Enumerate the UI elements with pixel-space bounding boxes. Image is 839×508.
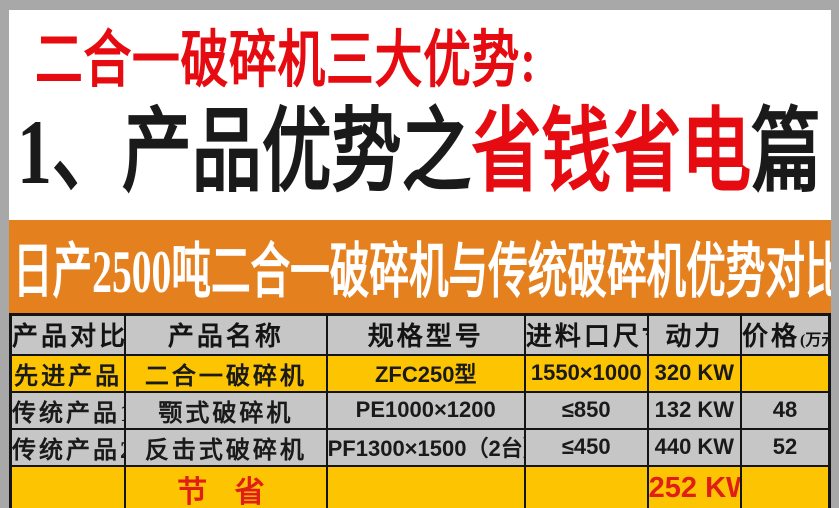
table-row-traditional-product-1: 传统产品1 颚式破碎机 PE1000×1200 ≤850 132 KW 48	[9, 390, 831, 430]
cell-price	[740, 353, 831, 393]
cell-price: 52	[740, 427, 831, 467]
cell-power: 440 KW	[646, 427, 743, 467]
header-model: 规格型号	[325, 313, 526, 356]
cell-product-name: 反击式破碎机	[124, 427, 328, 467]
poster-content-area: 二合一破碎机三大优势: 1、产品优势之省钱省电篇 日产2500吨二合一破碎机与传…	[9, 10, 831, 508]
cell-category: 传统产品2	[9, 427, 127, 467]
table-row-advanced-product: 先进产品 二合一破碎机 ZFC250型 1550×1000 320 KW	[9, 353, 831, 393]
cell-model: ZFC250型	[325, 353, 526, 393]
comparison-banner: 日产2500吨二合一破碎机与传统破碎机优势对比	[9, 220, 831, 313]
headline-highlight-save-money-power: 省钱省电	[471, 101, 752, 203]
cell-power: 132 KW	[646, 390, 743, 430]
cell-product-name: 二合一破碎机	[124, 353, 328, 393]
cell-savings-power: 252 KW	[646, 464, 743, 508]
header-power: 动力	[646, 313, 743, 356]
table-header-row: 产品对比 产品名称 规格型号 进料口尺寸 动力 价格(万元)	[9, 313, 831, 356]
header-feed-opening: 进料口尺寸	[523, 313, 649, 356]
headline-main: 1、产品优势之省钱省电篇	[17, 102, 821, 202]
cell-power: 320 KW	[646, 353, 743, 393]
headline-prefix: 1、产品优势之	[17, 101, 472, 203]
cell-feed-opening: ≤450	[523, 427, 649, 467]
header-price-unit: (万元)	[800, 332, 827, 350]
cell-category	[9, 464, 127, 508]
cell-category: 先进产品	[9, 353, 127, 393]
headline-three-advantages: 二合一破碎机三大优势:	[35, 27, 537, 95]
header-price-label: 价格	[742, 322, 801, 352]
comparison-table: 产品对比 产品名称 规格型号 进料口尺寸 动力 价格(万元) 先进产品 二合一破…	[9, 313, 831, 508]
cell-price	[740, 464, 831, 508]
cell-feed-opening: 1550×1000	[523, 353, 649, 393]
banner-title: 日产2500吨二合一破碎机与传统破碎机优势对比	[12, 239, 831, 305]
cell-model: PF1300×1500（2台）	[325, 427, 526, 467]
table-row-traditional-product-2: 传统产品2 反击式破碎机 PF1300×1500（2台） ≤450 440 KW…	[9, 427, 831, 467]
cell-model: PE1000×1200	[325, 390, 526, 430]
cell-model	[325, 464, 526, 508]
table-row-savings: 节 省 252 KW	[9, 464, 831, 508]
cell-feed-opening: ≤850	[523, 390, 649, 430]
header-price: 价格(万元)	[740, 313, 831, 356]
cell-product-name: 颚式破碎机	[124, 390, 328, 430]
cell-category: 传统产品1	[9, 390, 127, 430]
cell-price: 48	[740, 390, 831, 430]
headline-suffix: 篇	[751, 101, 822, 203]
cell-feed-opening	[523, 464, 649, 508]
header-product-comparison: 产品对比	[9, 313, 127, 356]
header-product-name: 产品名称	[124, 313, 328, 356]
cell-savings-label: 节 省	[124, 464, 328, 508]
